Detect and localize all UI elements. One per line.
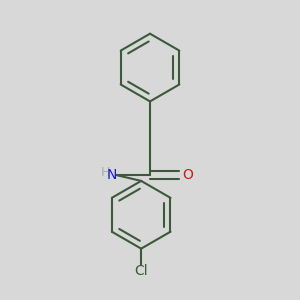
Text: N: N	[106, 168, 117, 182]
Text: O: O	[182, 168, 193, 182]
Text: H: H	[100, 166, 110, 179]
Text: Cl: Cl	[134, 264, 148, 278]
